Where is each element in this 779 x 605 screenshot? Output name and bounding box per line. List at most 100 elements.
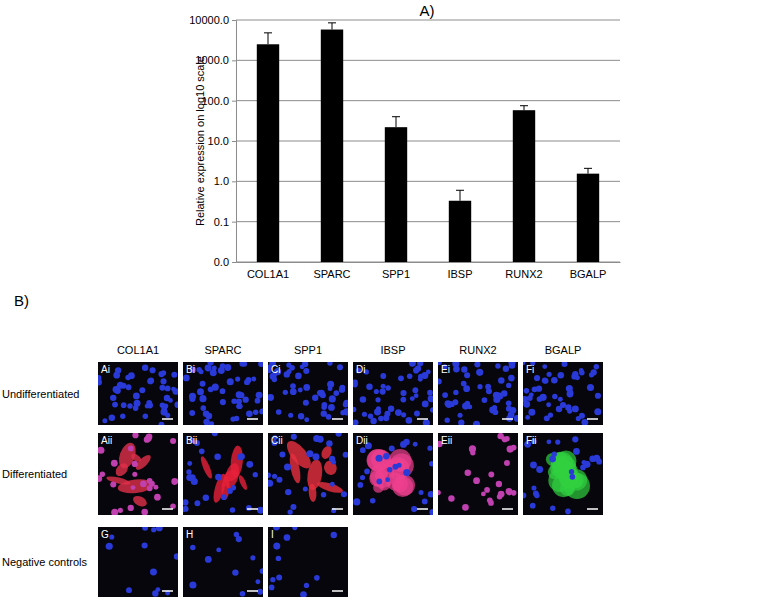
x-tick-label: SPARC bbox=[313, 268, 350, 280]
nucleus bbox=[523, 493, 526, 499]
micrograph: Dii bbox=[353, 433, 436, 516]
nucleus bbox=[160, 378, 166, 384]
stain bbox=[199, 455, 214, 480]
nucleus bbox=[573, 448, 580, 455]
nucleus bbox=[158, 422, 164, 425]
nucleus bbox=[156, 527, 163, 531]
nucleus bbox=[497, 433, 503, 439]
nucleus bbox=[115, 367, 121, 373]
nucleus bbox=[187, 461, 192, 466]
nucleus bbox=[487, 497, 493, 503]
panel-label: Dii bbox=[356, 435, 368, 446]
nucleus bbox=[530, 503, 536, 509]
nucleus bbox=[473, 477, 480, 484]
nucleus bbox=[142, 365, 148, 371]
nucleus bbox=[569, 469, 574, 474]
nucleus bbox=[375, 397, 380, 402]
nucleus bbox=[276, 574, 282, 580]
nucleus bbox=[205, 365, 212, 372]
nucleus bbox=[422, 400, 429, 407]
nucleus bbox=[401, 412, 406, 417]
y-tick-label: 10.0 bbox=[208, 135, 229, 147]
nucleus bbox=[381, 384, 386, 389]
nucleus bbox=[289, 365, 295, 371]
nucleus bbox=[385, 385, 390, 390]
nucleus bbox=[279, 452, 285, 458]
nucleus bbox=[343, 452, 348, 458]
nucleus bbox=[353, 379, 358, 385]
nucleus bbox=[438, 378, 442, 384]
x-tick-label: BGALP bbox=[570, 268, 607, 280]
scale-bar bbox=[247, 590, 258, 592]
nucleus bbox=[230, 507, 235, 512]
nucleus bbox=[304, 583, 309, 588]
nucleus bbox=[253, 472, 258, 477]
error-bar bbox=[456, 190, 464, 200]
nucleus bbox=[133, 392, 140, 399]
nucleus bbox=[403, 439, 409, 445]
x-tick: SPP1 bbox=[382, 262, 410, 280]
nucleus bbox=[337, 364, 343, 370]
nucleus bbox=[395, 409, 402, 416]
nucleus bbox=[400, 397, 406, 403]
nucleus bbox=[270, 577, 275, 582]
x-tick-label: RUNX2 bbox=[505, 268, 542, 280]
nucleus bbox=[331, 532, 337, 538]
nucleus bbox=[240, 591, 246, 597]
micrograph-background bbox=[183, 433, 263, 515]
grid-line bbox=[236, 20, 620, 21]
micrograph-background bbox=[268, 362, 348, 425]
micrograph: Di bbox=[351, 360, 436, 426]
nucleus bbox=[410, 396, 415, 401]
nucleus bbox=[199, 369, 204, 374]
nucleus bbox=[370, 418, 377, 425]
micrograph-background bbox=[98, 433, 178, 515]
micrograph: Ei bbox=[436, 359, 521, 428]
stain bbox=[237, 474, 248, 491]
nucleus bbox=[463, 385, 470, 392]
stain bbox=[211, 473, 228, 504]
x-axis-line bbox=[237, 262, 621, 263]
nucleus bbox=[482, 397, 488, 403]
nucleus bbox=[106, 543, 113, 550]
nucleus bbox=[125, 375, 131, 381]
nucleus bbox=[383, 415, 389, 421]
nucleus bbox=[273, 527, 280, 531]
nucleus bbox=[445, 401, 452, 408]
nucleus bbox=[561, 362, 567, 367]
nucleus bbox=[253, 410, 258, 415]
nucleus bbox=[477, 384, 482, 389]
y-tick: 10.0 bbox=[208, 135, 236, 147]
nucleus bbox=[303, 487, 308, 492]
nucleus bbox=[243, 397, 249, 403]
micrograph-background bbox=[438, 362, 518, 425]
panel-label: Fii bbox=[526, 435, 537, 446]
nucleus bbox=[290, 388, 297, 395]
nucleus bbox=[388, 405, 394, 411]
panel-label: Cii bbox=[271, 435, 283, 446]
nucleus bbox=[221, 494, 227, 500]
x-axis: COL1A1SPARCSPP1IBSPRUNX2BGALP bbox=[237, 262, 621, 280]
nucleus bbox=[476, 369, 483, 376]
nucleus bbox=[148, 377, 154, 383]
error-bar-cap bbox=[456, 190, 464, 191]
nucleus bbox=[327, 362, 332, 366]
scale-bar bbox=[417, 508, 428, 510]
micrograph: I bbox=[268, 524, 348, 598]
nucleus bbox=[236, 536, 242, 542]
scale-bar bbox=[332, 418, 343, 420]
error-bar-cap bbox=[392, 116, 400, 117]
nucleus bbox=[132, 433, 138, 438]
nucleus bbox=[343, 400, 348, 406]
nucleus bbox=[153, 485, 158, 490]
nucleus bbox=[380, 388, 386, 394]
nucleus bbox=[321, 402, 327, 408]
nucleus bbox=[546, 439, 551, 444]
nucleus bbox=[326, 440, 332, 446]
micrograph: Cii bbox=[266, 430, 349, 515]
nucleus bbox=[532, 386, 538, 392]
scale-bar bbox=[162, 418, 173, 420]
nucleus bbox=[523, 396, 528, 403]
nucleus bbox=[276, 477, 282, 483]
nucleus bbox=[112, 402, 118, 408]
